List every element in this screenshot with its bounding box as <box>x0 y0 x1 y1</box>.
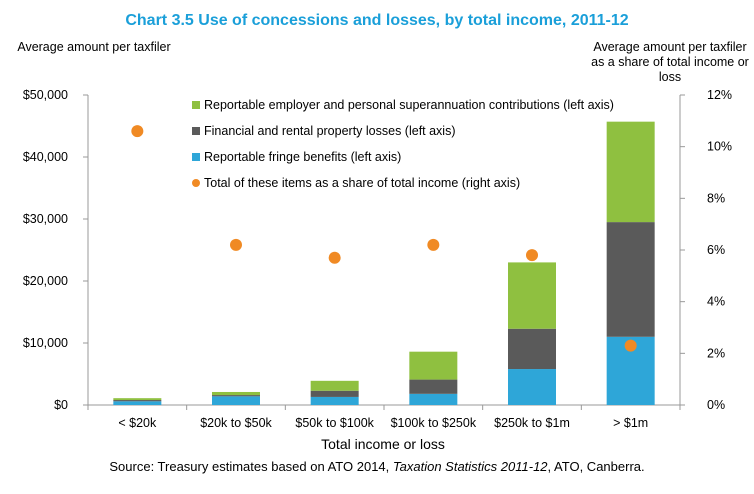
bar-superannuation <box>310 380 359 391</box>
legend-swatch-fringe <box>192 153 200 161</box>
right-tick-label: 0% <box>707 398 725 412</box>
share-point <box>328 251 341 264</box>
legend-item-share: Total of these items as a share of total… <box>192 170 614 196</box>
left-tick-label: $0 <box>54 398 68 412</box>
left-tick-label: $40,000 <box>23 150 68 164</box>
bar-superannuation <box>606 121 655 223</box>
bar-superannuation <box>508 262 556 329</box>
right-axis-label: Average amount per taxfiler as a share o… <box>591 40 749 84</box>
legend-label-superannuation: Reportable employer and personal superan… <box>204 98 614 112</box>
share-point <box>526 249 538 262</box>
source-note: Source: Treasury estimates based on ATO … <box>0 459 754 474</box>
legend-item-losses: Financial and rental property losses (le… <box>192 118 614 144</box>
legend-swatch-superannuation <box>192 101 200 109</box>
share-point <box>427 238 440 251</box>
legend: Reportable employer and personal superan… <box>192 92 614 196</box>
bar-losses <box>310 390 359 397</box>
left-axis-label: Average amount per taxfiler <box>17 40 171 54</box>
left-tick-label: $20,000 <box>23 274 68 288</box>
bar-losses <box>409 379 458 394</box>
bar-superannuation <box>113 398 162 401</box>
source-publication: Taxation Statistics 2011-12 <box>392 459 548 474</box>
legend-label-share: Total of these items as a share of total… <box>204 176 521 190</box>
legend-label-losses: Financial and rental property losses (le… <box>204 124 456 138</box>
legend-item-superannuation: Reportable employer and personal superan… <box>192 92 614 118</box>
right-tick-label: 10% <box>707 140 732 154</box>
right-tick-label: 2% <box>707 346 725 360</box>
bar-fringe <box>212 396 260 405</box>
x-tick-label: $100k to $250k <box>391 416 477 430</box>
share-point <box>230 238 242 251</box>
x-tick-label: < $20k <box>118 416 157 430</box>
bar-losses <box>606 222 655 337</box>
legend-item-fringe: Reportable fringe benefits (left axis) <box>192 144 614 170</box>
bar-losses <box>508 328 556 370</box>
bar-superannuation <box>212 391 260 396</box>
left-tick-label: $50,000 <box>23 88 68 102</box>
x-tick-label: $20k to $50k <box>200 416 272 430</box>
legend-label-fringe: Reportable fringe benefits (left axis) <box>204 150 402 164</box>
chart-title: Chart 3.5 Use of concessions and losses,… <box>125 12 629 29</box>
left-tick-label: $10,000 <box>23 336 68 350</box>
left-tick-label: $30,000 <box>23 212 68 226</box>
right-tick-label: 6% <box>707 243 725 257</box>
bar-losses <box>212 395 260 397</box>
x-tick-label: $250k to $1m <box>494 416 570 430</box>
source-prefix: Source: Treasury estimates based on ATO … <box>109 459 393 474</box>
bar-fringe <box>113 401 162 405</box>
share-point <box>131 125 144 138</box>
bar-superannuation <box>409 351 458 380</box>
x-tick-label: > $1m <box>613 416 648 430</box>
legend-dot-share <box>192 179 200 187</box>
right-tick-label: 4% <box>707 295 725 309</box>
x-tick-label: $50k to $100k <box>295 416 374 430</box>
share-point <box>624 339 637 352</box>
right-tick-label: 12% <box>707 88 732 102</box>
x-axis-label: Total income or loss <box>321 436 445 452</box>
bar-fringe <box>508 369 556 405</box>
bar-fringe <box>409 393 458 405</box>
bar-fringe <box>310 396 359 405</box>
bar-losses <box>113 400 162 402</box>
right-tick-label: 8% <box>707 191 725 205</box>
source-suffix: , ATO, Canberra. <box>547 459 645 474</box>
legend-swatch-losses <box>192 127 200 135</box>
